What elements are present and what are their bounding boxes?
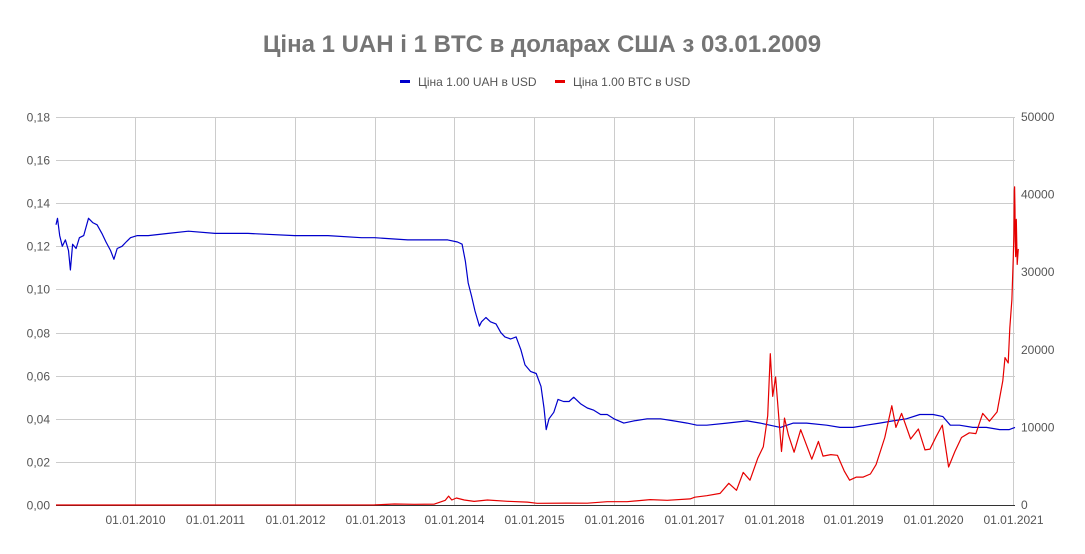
right-axis: 0 10000 20000 30000 40000 50000	[1021, 110, 1055, 512]
legend-swatch-btc	[555, 80, 565, 83]
x-tick-label: 01.01.2018	[744, 513, 804, 527]
legend-label-btc: Ціна 1.00 BTC в USD	[573, 75, 691, 89]
left-tick-label: 0,00	[27, 499, 51, 513]
left-tick-label: 0,04	[27, 413, 51, 427]
left-axis: 0,00 0,02 0,04 0,06 0,08 0,10 0,12 0,14 0,16 0,18	[27, 111, 51, 513]
left-tick-label: 0,12	[27, 240, 51, 254]
x-tick-label: 01.01.2010	[105, 513, 165, 527]
legend-label-uah: Ціна 1.00 UAH в USD	[418, 75, 537, 89]
series-line-btc	[55, 186, 1019, 506]
x-tick-label: 01.01.2011	[186, 513, 245, 527]
left-tick-label: 0,14	[27, 197, 51, 211]
left-tick-label: 0,16	[27, 154, 51, 168]
series-line-uah	[55, 217, 1016, 431]
x-tick-label: 01.01.2017	[664, 513, 724, 527]
x-tick-label: 01.01.2013	[345, 513, 405, 527]
plot-area	[55, 186, 1019, 506]
x-tick-label: 01.01.2016	[584, 513, 644, 527]
x-tick-label: 01.01.2019	[823, 513, 883, 527]
legend-item-btc: Ціна 1.00 BTC в USD	[555, 75, 691, 89]
right-tick-label: 0	[1021, 498, 1028, 512]
left-tick-label: 0,06	[27, 370, 51, 384]
legend-swatch-uah	[400, 80, 410, 83]
x-tick-label: 01.01.2021	[983, 513, 1043, 527]
chart-title: Ціна 1 UAH і 1 BTC в доларах США з 03.01…	[263, 31, 821, 58]
right-tick-label: 10000	[1021, 420, 1055, 434]
right-tick-label: 50000	[1021, 110, 1055, 124]
x-tick-label: 01.01.2020	[903, 513, 963, 527]
x-tick-label: 01.01.2015	[504, 513, 564, 527]
left-tick-label: 0,08	[27, 327, 51, 341]
legend: Ціна 1.00 UAH в USD Ціна 1.00 BTC в USD	[400, 75, 691, 89]
x-axis: 01.01.2010 01.01.2011 01.01.2012 01.01.2013…	[105, 513, 1043, 527]
right-tick-label: 40000	[1021, 188, 1055, 202]
left-tick-label: 0,18	[27, 111, 51, 125]
x-tick-label: 01.01.2012	[265, 513, 325, 527]
legend-item-uah: Ціна 1.00 UAH в USD	[400, 75, 537, 89]
x-tick-label: 01.01.2014	[424, 513, 484, 527]
right-tick-label: 30000	[1021, 265, 1055, 279]
left-tick-label: 0,10	[27, 283, 51, 297]
left-tick-label: 0,02	[27, 456, 51, 470]
gridlines	[56, 117, 1015, 506]
right-tick-label: 20000	[1021, 343, 1055, 357]
